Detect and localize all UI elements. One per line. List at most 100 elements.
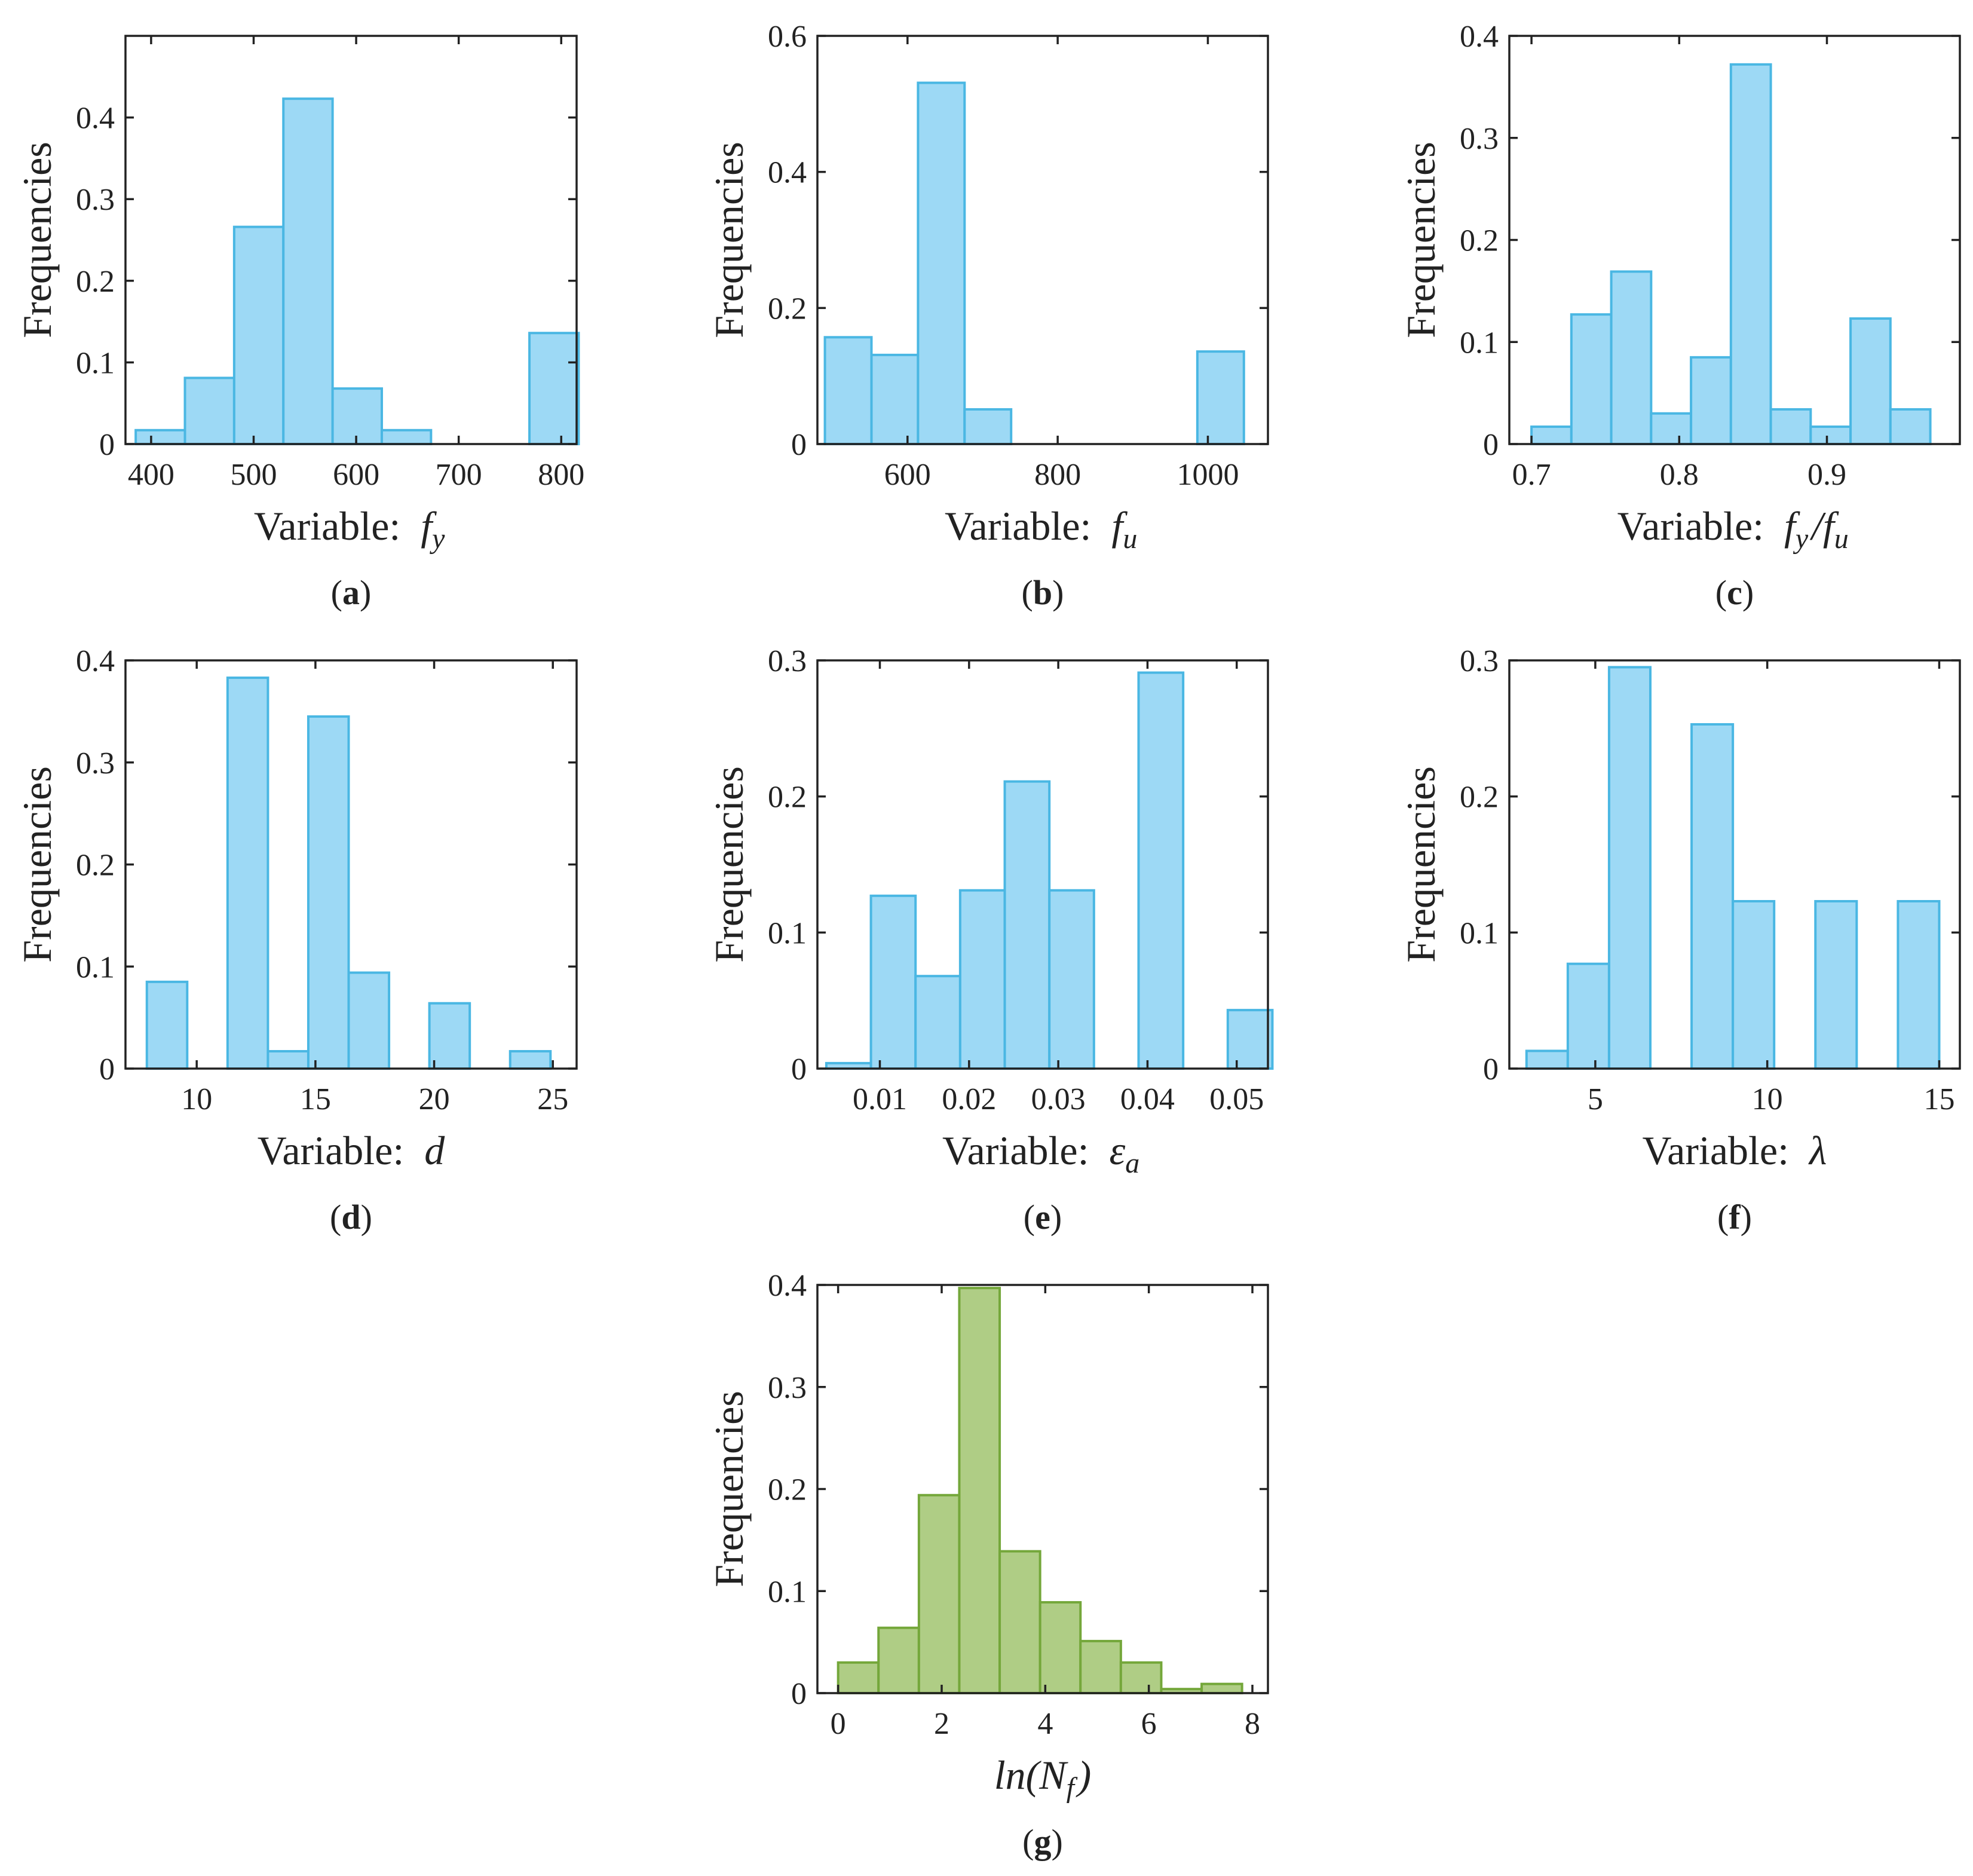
x-tick-label: 15 (1923, 1082, 1954, 1116)
x-tick-label: 600 (884, 458, 931, 492)
y-tick-label: 0.4 (768, 156, 807, 190)
histogram-bar (1048, 889, 1095, 1070)
histogram-bar (1650, 412, 1693, 446)
histogram-bar (1849, 317, 1892, 445)
histogram-bar (1525, 1049, 1569, 1070)
y-axis-label: Frequencies (706, 142, 752, 338)
y-tick-label: 0.1 (768, 1575, 807, 1609)
panel-label: (e) (1024, 1198, 1062, 1237)
histogram-bar (145, 980, 189, 1070)
histogram-bar (1610, 270, 1653, 445)
histogram-bar (837, 1661, 880, 1694)
x-tick-label: 10 (181, 1082, 212, 1116)
y-tick-label: 0 (99, 428, 115, 462)
x-tick-label: 20 (419, 1082, 450, 1116)
histogram-panel-c: 0 0.1 0.2 0.3 0.4 0.7 0.8 0.9 Frequencies Variabl… (1398, 20, 1961, 612)
x-tick-label: 0.01 (853, 1082, 907, 1116)
histogram-bar (1809, 425, 1852, 445)
panel-label: (b) (1022, 573, 1064, 612)
histogram-bar (428, 1002, 471, 1070)
y-axis-label: Frequencies (1398, 142, 1444, 338)
y-tick-label: 0.3 (76, 183, 115, 217)
y-tick-label: 0 (791, 428, 807, 462)
histogram-bar (1729, 63, 1772, 445)
panel-label: (a) (331, 573, 372, 612)
y-tick-label: 0.4 (76, 102, 115, 136)
histogram-bar (282, 97, 334, 445)
histogram-bar (528, 332, 580, 445)
histogram-bar (1690, 356, 1732, 445)
histogram-panel-d: 0 0.1 0.2 0.3 0.4 10 15 20 25 Frequencies Variable… (14, 644, 578, 1237)
x-axis-symbol: fy /fu (1784, 503, 1852, 555)
histogram-bar (1079, 1639, 1122, 1694)
x-axis-symbol: ln(Nf ) (994, 1752, 1092, 1804)
plot-frame (124, 35, 578, 445)
y-tick-label: 0.3 (1460, 644, 1499, 678)
histogram-bar (1200, 1682, 1243, 1695)
y-tick-label: 0.1 (1460, 326, 1499, 360)
y-tick-label: 0.3 (768, 1371, 807, 1405)
x-tick-label: 8 (1245, 1707, 1260, 1741)
histogram-bar (914, 975, 961, 1070)
y-tick-label: 0 (791, 1052, 807, 1087)
histogram-bar (1570, 313, 1613, 446)
y-tick-label: 0.4 (76, 644, 115, 678)
y-tick-label: 0.6 (768, 20, 807, 54)
x-tick-label: 400 (128, 458, 174, 492)
histogram-bar (870, 353, 920, 446)
y-tick-label: 0.2 (768, 781, 807, 815)
y-tick-label: 0.4 (1460, 20, 1499, 54)
x-tick-label: 0.9 (1807, 458, 1846, 492)
plot-frame (816, 35, 1269, 445)
x-tick-label: 10 (1752, 1082, 1783, 1116)
x-tick-label: 0.02 (942, 1082, 996, 1116)
y-axis-label: Frequencies (14, 766, 60, 963)
histogram-bar (1137, 671, 1185, 1070)
y-axis-label: Frequencies (706, 766, 752, 963)
y-tick-label: 0.1 (768, 916, 807, 950)
histogram-bar (1196, 350, 1245, 445)
histogram-bar (958, 889, 1006, 1070)
y-tick-label: 0.2 (76, 265, 115, 299)
x-tick-label: 2 (934, 1707, 949, 1741)
histogram-panel-f: 0 0.1 0.2 0.3 5 10 15 Frequencies Variable: λ (f) (1398, 644, 1961, 1237)
plot-frame (1508, 659, 1961, 1070)
y-tick-label: 0 (1483, 428, 1499, 462)
x-axis-symbol: fy (421, 503, 448, 555)
y-axis-label: Frequencies (706, 1391, 752, 1587)
histogram-panel-a: 0 0.1 0.2 0.3 0.4 400 500 600 700 800 Frequencies V… (14, 35, 584, 612)
y-tick-label: 0.3 (768, 644, 807, 678)
y-tick-label: 0.1 (76, 346, 115, 380)
histogram-bar (869, 894, 917, 1070)
y-tick-label: 0 (99, 1052, 115, 1087)
x-tick-label: 4 (1037, 1707, 1053, 1741)
x-axis-label: Variable: λ (1643, 1128, 1827, 1173)
histogram-bar (508, 1049, 552, 1070)
x-axis-label: Variable: d (258, 1128, 445, 1173)
x-axis-label-text: Variable: (945, 503, 1111, 549)
histogram-bar (1769, 408, 1812, 446)
y-tick-label: 0.4 (768, 1269, 807, 1303)
x-axis-label-text: Variable: (258, 1128, 424, 1173)
y-tick-label: 0.3 (76, 746, 115, 781)
x-axis-label-text: Variable: (1617, 503, 1784, 549)
panel-label: (d) (330, 1198, 372, 1237)
x-axis-label-text: Variable: (254, 503, 421, 549)
histogram-bar (917, 81, 966, 446)
x-axis-label: Variable: fy (254, 503, 448, 555)
histogram-bar (823, 336, 873, 446)
x-tick-label: 600 (333, 458, 379, 492)
x-axis-symbol: λ (1808, 1128, 1827, 1173)
y-tick-label: 0.2 (76, 849, 115, 883)
x-axis-symbol: d (424, 1128, 445, 1173)
x-axis-symbol: fu (1111, 503, 1141, 555)
histogram-bar (1038, 1601, 1082, 1694)
x-tick-label: 700 (436, 458, 482, 492)
y-axis-label: Frequencies (14, 142, 60, 338)
y-tick-label: 0.2 (768, 292, 807, 326)
x-tick-label: 0.03 (1031, 1082, 1086, 1116)
x-tick-label: 6 (1141, 1707, 1157, 1741)
histogram-bar (877, 1626, 920, 1694)
x-axis-label: Variable: fu (945, 503, 1141, 555)
